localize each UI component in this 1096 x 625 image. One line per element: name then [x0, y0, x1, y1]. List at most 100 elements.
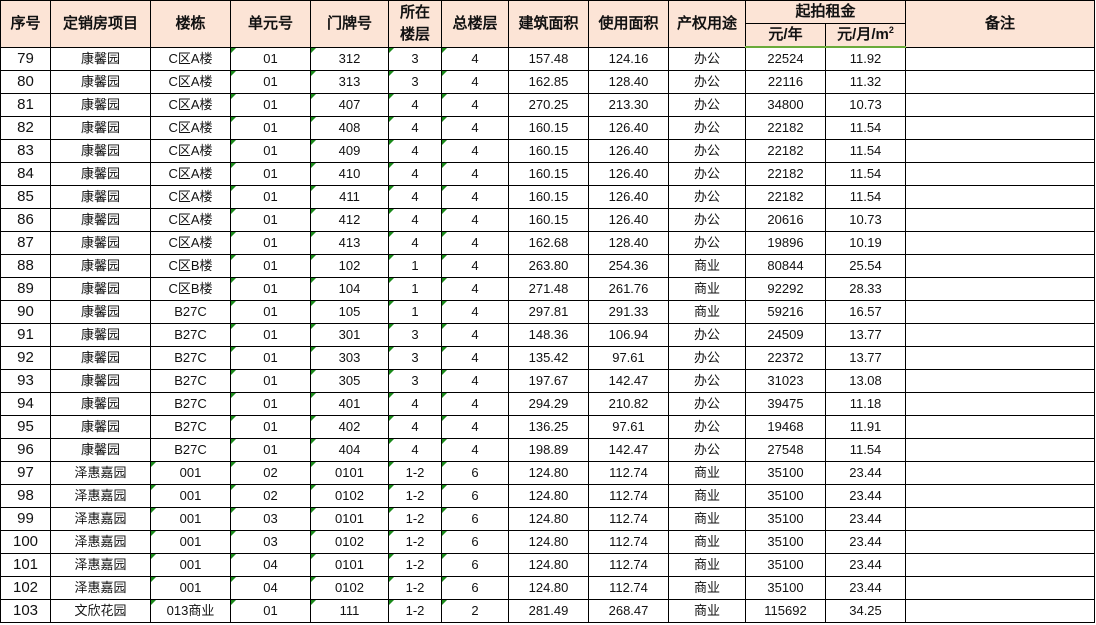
cell-project[interactable]: 康馨园: [50, 116, 151, 140]
cell-building-area[interactable]: 124.80: [508, 461, 589, 485]
cell-floor[interactable]: 4: [388, 231, 442, 255]
cell-rent-per-month[interactable]: 11.54: [824, 185, 907, 209]
cell-remarks[interactable]: [905, 116, 1096, 140]
cell-index[interactable]: 87: [0, 231, 51, 255]
cell-rent-per-year[interactable]: 27548: [745, 438, 826, 462]
cell-unit[interactable]: 01: [230, 116, 311, 140]
header-unit[interactable]: 单元号: [230, 0, 311, 48]
cell-floor[interactable]: 1-2: [388, 484, 442, 508]
cell-rent-per-year[interactable]: 19468: [745, 415, 826, 439]
cell-unit[interactable]: 01: [230, 438, 311, 462]
cell-building[interactable]: C区A楼: [150, 116, 231, 140]
cell-building[interactable]: 001: [150, 461, 231, 485]
cell-unit[interactable]: 01: [230, 46, 311, 71]
cell-total-floors[interactable]: 4: [441, 46, 509, 71]
cell-unit[interactable]: 01: [230, 323, 311, 347]
header-rent-per-year[interactable]: 元/年: [745, 23, 826, 48]
cell-door-number[interactable]: 0102: [310, 530, 389, 554]
cell-index[interactable]: 80: [0, 70, 51, 94]
cell-index[interactable]: 99: [0, 507, 51, 531]
cell-index[interactable]: 101: [0, 553, 51, 577]
cell-usable-area[interactable]: 261.76: [588, 277, 669, 301]
cell-usable-area[interactable]: 126.40: [588, 139, 669, 163]
cell-total-floors[interactable]: 6: [441, 507, 509, 531]
cell-rent-per-year[interactable]: 24509: [745, 323, 826, 347]
cell-usable-area[interactable]: 254.36: [588, 254, 669, 278]
cell-rent-per-month[interactable]: 13.77: [824, 323, 907, 347]
cell-total-floors[interactable]: 6: [441, 484, 509, 508]
cell-remarks[interactable]: [905, 323, 1096, 347]
cell-unit[interactable]: 01: [230, 231, 311, 255]
cell-building[interactable]: C区A楼: [150, 139, 231, 163]
cell-building-area[interactable]: 160.15: [508, 116, 589, 140]
cell-building-area[interactable]: 160.15: [508, 185, 589, 209]
cell-index[interactable]: 92: [0, 346, 51, 370]
cell-rent-per-year[interactable]: 22182: [745, 185, 826, 209]
cell-building[interactable]: 001: [150, 507, 231, 531]
cell-rent-per-year[interactable]: 35100: [745, 530, 826, 554]
cell-remarks[interactable]: [905, 461, 1096, 485]
cell-project[interactable]: 泽惠嘉园: [50, 576, 151, 600]
cell-remarks[interactable]: [905, 162, 1096, 186]
cell-rent-per-month[interactable]: 10.73: [824, 93, 907, 117]
cell-rent-per-month[interactable]: 11.92: [824, 46, 907, 71]
cell-door-number[interactable]: 404: [310, 438, 389, 462]
cell-rent-per-month[interactable]: 11.54: [824, 116, 907, 140]
cell-remarks[interactable]: [905, 553, 1096, 577]
cell-unit[interactable]: 01: [230, 277, 311, 301]
cell-property-use[interactable]: 办公: [668, 70, 746, 94]
cell-project[interactable]: 康馨园: [50, 185, 151, 209]
cell-usable-area[interactable]: 112.74: [588, 507, 669, 531]
cell-property-use[interactable]: 商业: [668, 553, 746, 577]
cell-property-use[interactable]: 办公: [668, 231, 746, 255]
cell-property-use[interactable]: 办公: [668, 415, 746, 439]
cell-unit[interactable]: 01: [230, 300, 311, 324]
cell-total-floors[interactable]: 4: [441, 415, 509, 439]
cell-property-use[interactable]: 办公: [668, 162, 746, 186]
cell-remarks[interactable]: [905, 139, 1096, 163]
cell-project[interactable]: 泽惠嘉园: [50, 507, 151, 531]
cell-unit[interactable]: 01: [230, 415, 311, 439]
cell-floor[interactable]: 3: [388, 369, 442, 393]
cell-project[interactable]: 文欣花园: [50, 599, 151, 623]
cell-building-area[interactable]: 124.80: [508, 553, 589, 577]
cell-project[interactable]: 康馨园: [50, 369, 151, 393]
cell-door-number[interactable]: 0102: [310, 484, 389, 508]
cell-rent-per-year[interactable]: 22116: [745, 70, 826, 94]
cell-floor[interactable]: 3: [388, 323, 442, 347]
cell-total-floors[interactable]: 6: [441, 576, 509, 600]
cell-remarks[interactable]: [905, 530, 1096, 554]
cell-project[interactable]: 泽惠嘉园: [50, 530, 151, 554]
cell-rent-per-month[interactable]: 10.73: [824, 208, 907, 232]
cell-project[interactable]: 康馨园: [50, 254, 151, 278]
cell-floor[interactable]: 4: [388, 392, 442, 416]
header-remarks[interactable]: 备注: [905, 0, 1096, 48]
cell-rent-per-year[interactable]: 115692: [745, 599, 826, 623]
cell-remarks[interactable]: [905, 599, 1096, 623]
cell-door-number[interactable]: 105: [310, 300, 389, 324]
cell-door-number[interactable]: 0101: [310, 507, 389, 531]
cell-project[interactable]: 康馨园: [50, 438, 151, 462]
cell-floor[interactable]: 1: [388, 254, 442, 278]
cell-property-use[interactable]: 商业: [668, 484, 746, 508]
cell-usable-area[interactable]: 112.74: [588, 553, 669, 577]
cell-unit[interactable]: 04: [230, 553, 311, 577]
cell-rent-per-month[interactable]: 13.08: [824, 369, 907, 393]
cell-building[interactable]: B27C: [150, 438, 231, 462]
cell-property-use[interactable]: 商业: [668, 507, 746, 531]
cell-door-number[interactable]: 301: [310, 323, 389, 347]
cell-remarks[interactable]: [905, 507, 1096, 531]
cell-project[interactable]: 泽惠嘉园: [50, 553, 151, 577]
cell-usable-area[interactable]: 126.40: [588, 208, 669, 232]
cell-remarks[interactable]: [905, 185, 1096, 209]
cell-total-floors[interactable]: 4: [441, 300, 509, 324]
cell-rent-per-year[interactable]: 35100: [745, 576, 826, 600]
cell-rent-per-month[interactable]: 11.54: [824, 438, 907, 462]
cell-rent-per-month[interactable]: 34.25: [824, 599, 907, 623]
cell-usable-area[interactable]: 124.16: [588, 46, 669, 71]
cell-remarks[interactable]: [905, 415, 1096, 439]
cell-project[interactable]: 康馨园: [50, 46, 151, 71]
cell-rent-per-month[interactable]: 23.44: [824, 530, 907, 554]
cell-property-use[interactable]: 办公: [668, 139, 746, 163]
cell-property-use[interactable]: 办公: [668, 46, 746, 71]
